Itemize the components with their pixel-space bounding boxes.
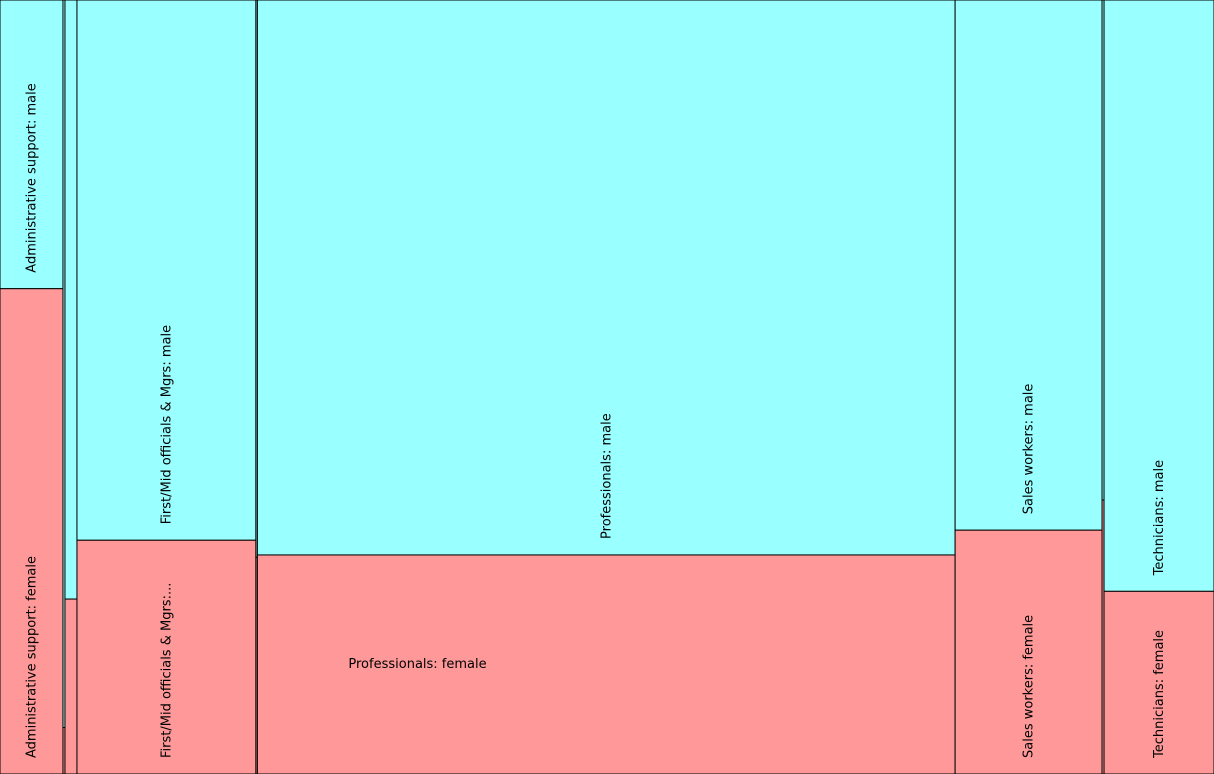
segment-male: [1103, 0, 1214, 592]
label-female: Sales workers: female: [1022, 615, 1037, 758]
label-male: First/Mid officials & Mgrs: male: [159, 325, 174, 524]
label-female: Professionals: female: [348, 657, 486, 672]
label-female: Technicians: female: [1152, 630, 1167, 759]
segment-male: [0, 0, 64, 290]
segment-female: [1103, 590, 1214, 774]
label-female: Administrative support: female: [24, 556, 39, 758]
segment-female: [256, 554, 956, 774]
label-male: Professionals: male: [599, 413, 614, 539]
label-male: Technicians: male: [1152, 460, 1167, 576]
segment-female: [954, 529, 1103, 774]
segment-male: [954, 0, 1103, 531]
segment-female: [64, 598, 78, 774]
label-male: Administrative support: male: [24, 83, 39, 272]
label-male: Sales workers: male: [1022, 384, 1037, 515]
label-female: First/Mid officials & Mgrs:...: [159, 583, 174, 758]
segment-female: [0, 288, 64, 774]
segment-female: [76, 539, 257, 774]
segment-male: [64, 0, 78, 600]
